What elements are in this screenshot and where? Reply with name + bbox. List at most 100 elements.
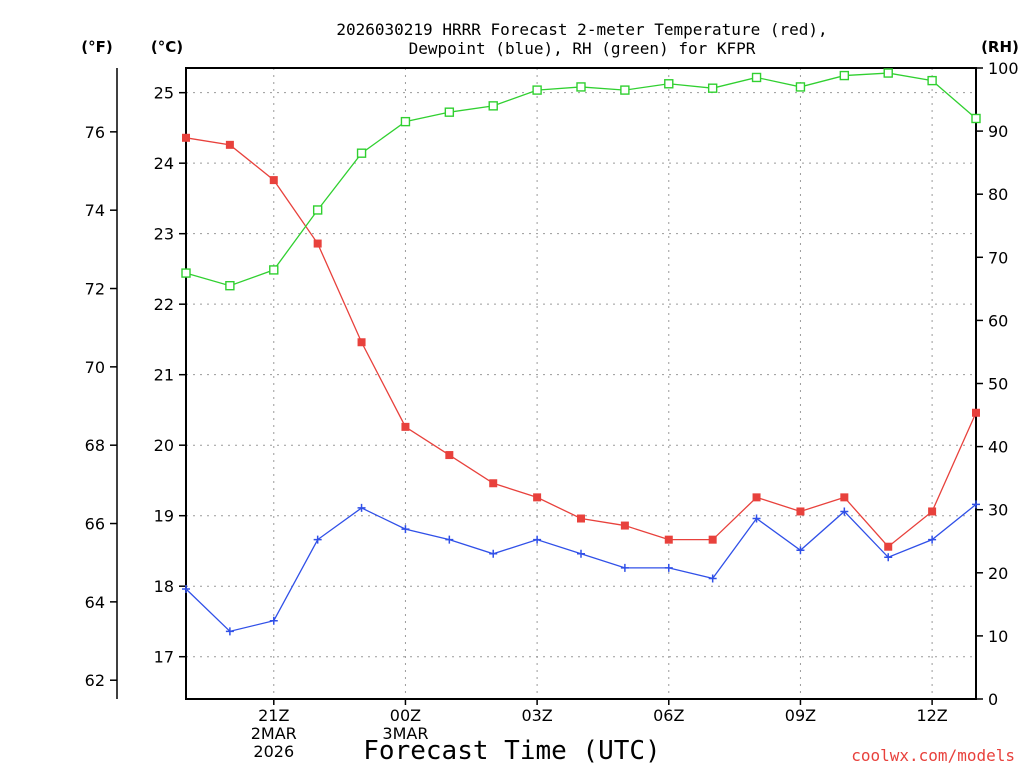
celsius-tick-label: 19 xyxy=(154,507,174,526)
rh-unit-label: (RH) xyxy=(981,38,1019,56)
rh-tick-label: 10 xyxy=(988,627,1008,646)
temperature-line xyxy=(185,137,977,548)
axes: 17 18 19 20 21 22 23 24 25 62 64 66 68 70 72 74 76 0 10 20 3… xyxy=(85,59,1019,761)
celsius-tick-label: 21 xyxy=(154,366,174,385)
rh-point xyxy=(225,280,235,291)
fahrenheit-tick-label: 68 xyxy=(85,436,105,455)
chart-title-line2: Dewpoint (blue), RH (green) for KFPR xyxy=(409,39,756,58)
temperature-point xyxy=(489,479,498,488)
x-tick-label: 2MAR xyxy=(251,724,297,743)
dewpoint-point xyxy=(313,535,322,544)
rh-line xyxy=(185,72,977,287)
fahrenheit-tick-label: 62 xyxy=(85,671,105,690)
rh-point xyxy=(751,72,762,83)
dewpoint-point xyxy=(182,585,190,594)
dewpoint-point xyxy=(664,563,673,572)
temperature-series xyxy=(182,133,980,551)
rh-point xyxy=(269,265,279,275)
temperature-point xyxy=(313,239,322,248)
grid-lines xyxy=(186,68,976,699)
rh-tick-label: 100 xyxy=(988,59,1019,78)
celsius-tick-label: 17 xyxy=(154,648,174,667)
rh-tick-label: 70 xyxy=(988,248,1008,267)
dewpoint-point xyxy=(708,574,717,583)
celsius-tick-label: 24 xyxy=(154,154,174,173)
rh-point xyxy=(707,83,718,93)
x-tick-label: 09Z xyxy=(785,706,816,725)
dewpoint-line xyxy=(185,503,977,633)
x-tick-label: 03Z xyxy=(521,706,552,725)
temperature-point xyxy=(445,451,454,460)
rh-point xyxy=(444,107,455,117)
dewpoint-series xyxy=(182,500,980,636)
dewpoint-point xyxy=(840,507,849,516)
dewpoint-point xyxy=(269,616,278,625)
rh-point xyxy=(883,68,893,78)
rh-tick-label: 60 xyxy=(988,311,1008,330)
dewpoint-point xyxy=(577,549,585,558)
x-tick-label: 12Z xyxy=(916,706,947,725)
rh-point xyxy=(927,75,937,86)
dewpoint-point xyxy=(445,535,454,544)
x-tick-label: 06Z xyxy=(653,706,684,725)
rh-point xyxy=(620,85,630,95)
fahrenheit-tick-label: 74 xyxy=(85,201,105,220)
fahrenheit-tick-label: 70 xyxy=(85,358,105,377)
rh-point xyxy=(181,268,191,278)
rh-tick-label: 80 xyxy=(988,185,1008,204)
fahrenheit-unit-label: (°F) xyxy=(81,38,112,56)
rh-point xyxy=(664,79,674,89)
rh-tick-label: 90 xyxy=(988,122,1008,141)
temperature-point xyxy=(928,507,937,516)
temperature-point xyxy=(182,133,190,142)
celsius-tick-label: 18 xyxy=(154,577,174,596)
rh-point xyxy=(532,85,542,95)
temperature-point xyxy=(972,408,980,417)
dewpoint-point xyxy=(620,563,629,572)
rh-point xyxy=(356,148,367,158)
rh-point xyxy=(576,82,586,92)
rh-point xyxy=(488,101,498,111)
credit-link[interactable]: coolwx.com/models xyxy=(851,746,1015,765)
data-series xyxy=(181,68,981,636)
temperature-point xyxy=(664,535,673,544)
celsius-tick-label: 20 xyxy=(154,436,174,455)
rh-point xyxy=(312,205,323,215)
temperature-point xyxy=(840,493,849,502)
rh-tick-label: 0 xyxy=(988,690,998,709)
rh-point xyxy=(839,70,850,81)
x-axis-title: Forecast Time (UTC) xyxy=(363,736,660,766)
rh-point xyxy=(795,82,806,92)
temperature-point xyxy=(708,535,717,544)
rh-tick-label: 30 xyxy=(988,501,1008,520)
dewpoint-point xyxy=(357,503,366,512)
rh-tick-label: 40 xyxy=(988,438,1008,457)
celsius-unit-label: (°C) xyxy=(151,38,183,56)
temperature-point xyxy=(357,338,366,347)
dewpoint-point xyxy=(225,627,234,636)
temperature-point xyxy=(533,493,542,502)
fahrenheit-tick-label: 72 xyxy=(85,280,105,299)
dewpoint-point xyxy=(928,535,937,544)
x-tick-label: 3MAR xyxy=(382,724,428,743)
dewpoint-point xyxy=(752,514,761,523)
celsius-tick-label: 23 xyxy=(154,225,174,244)
fahrenheit-tick-label: 66 xyxy=(85,515,105,534)
temperature-point xyxy=(752,493,761,502)
chart-title-line1: 2026030219 HRRR Forecast 2-meter Tempera… xyxy=(336,20,827,39)
rh-point xyxy=(971,113,981,124)
temperature-point xyxy=(269,176,278,185)
x-tick-label: 00Z xyxy=(390,706,421,725)
rh-series xyxy=(181,68,981,291)
fahrenheit-tick-label: 64 xyxy=(85,593,105,612)
temperature-point xyxy=(577,514,585,523)
celsius-tick-label: 22 xyxy=(154,295,174,314)
x-tick-label: 2026 xyxy=(253,742,294,761)
temperature-point xyxy=(796,507,805,516)
dewpoint-point xyxy=(796,546,805,555)
rh-point xyxy=(400,116,411,127)
dewpoint-point xyxy=(533,535,542,544)
x-tick-label: 21Z xyxy=(258,706,289,725)
rh-tick-label: 50 xyxy=(988,375,1008,394)
